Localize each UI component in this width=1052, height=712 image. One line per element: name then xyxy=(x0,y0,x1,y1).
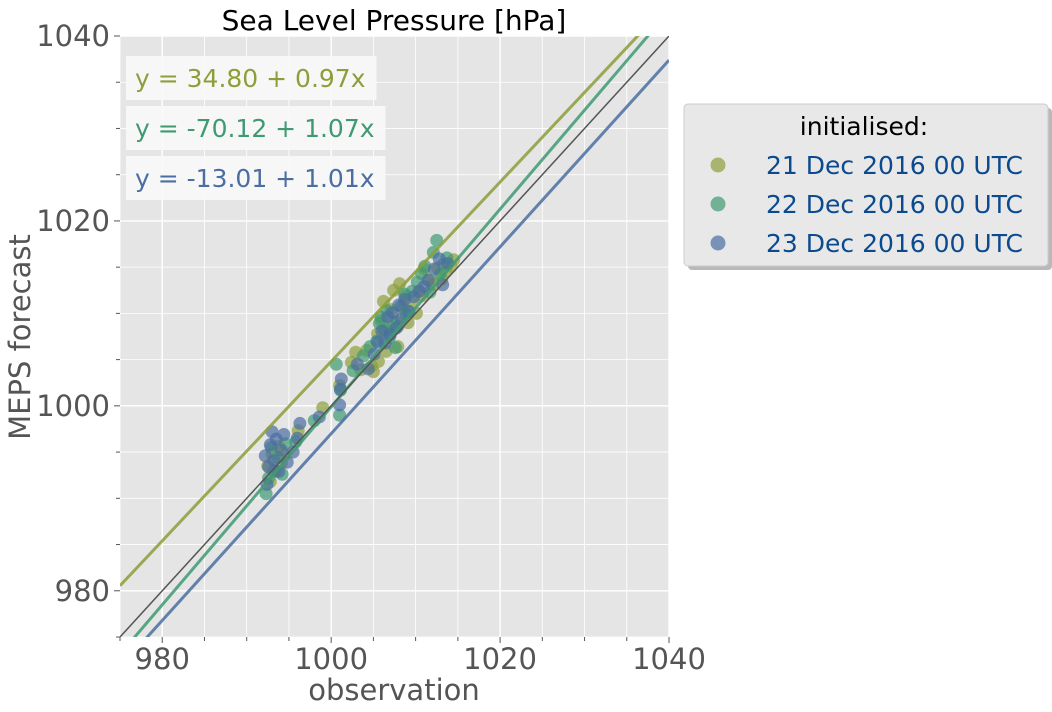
y-tick-label: 1020 xyxy=(36,204,110,238)
chart-title: Sea Level Pressure [hPa] xyxy=(222,4,567,37)
x-tick-label: 1040 xyxy=(632,642,706,676)
legend-item: 23 Dec 2016 00 UTC xyxy=(710,229,1023,258)
regression-line xyxy=(145,59,669,637)
equation-text: y = -70.12 + 1.07x xyxy=(135,114,375,143)
legend-title: initialised: xyxy=(800,112,928,141)
equation-box-background xyxy=(126,156,386,200)
data-point xyxy=(280,455,294,469)
equation-box: y = -70.12 + 1.07x xyxy=(126,106,386,150)
legend-items: 21 Dec 2016 00 UTC 22 Dec 2016 00 UTC 23 D… xyxy=(710,151,1023,258)
legend-marker xyxy=(710,196,726,212)
regression-line xyxy=(132,36,650,637)
y-axis-label: MEPS forecast xyxy=(3,234,37,440)
equation-text: y = -13.01 + 1.01x xyxy=(135,164,375,193)
equation-box: y = 34.80 + 0.97x xyxy=(126,56,377,100)
y-tick-label: 1000 xyxy=(36,389,110,423)
regression-line xyxy=(120,36,640,587)
legend-box xyxy=(683,103,1049,267)
data-point xyxy=(293,416,307,430)
equation-box-background xyxy=(126,56,377,100)
minor-ticks xyxy=(114,35,670,643)
equation-text: y = 34.80 + 0.97x xyxy=(135,64,366,93)
data-point xyxy=(274,443,288,457)
y-tick-label: 1040 xyxy=(36,19,110,53)
data-point xyxy=(334,372,348,386)
legend-marker xyxy=(710,235,726,251)
data-point xyxy=(350,357,364,371)
x-tick-label: 1000 xyxy=(294,642,368,676)
regression-equations: y = 34.80 + 0.97x y = -70.12 + 1.07x y = -… xyxy=(126,56,386,200)
x-tick-label: 1020 xyxy=(463,642,537,676)
legend-item: 22 Dec 2016 00 UTC xyxy=(710,190,1023,219)
data-point xyxy=(388,341,402,355)
legend-label: 21 Dec 2016 00 UTC xyxy=(766,151,1023,180)
equation-box: y = -13.01 + 1.01x xyxy=(126,156,386,200)
x-axis-ticks: 980 1000 1020 1040 xyxy=(135,642,706,676)
regression-lines xyxy=(120,36,669,637)
legend: initialised: 21 Dec 2016 00 UTC 22 Dec 20… xyxy=(683,103,1052,270)
data-point xyxy=(312,410,326,424)
y-axis-ticks: 980 1000 1020 1040 xyxy=(36,19,110,608)
equation-box-background xyxy=(126,106,386,150)
data-point xyxy=(430,233,444,247)
legend-label: 23 Dec 2016 00 UTC xyxy=(766,229,1023,258)
legend-item: 21 Dec 2016 00 UTC xyxy=(710,151,1023,180)
x-axis-label: observation xyxy=(308,673,480,707)
data-point xyxy=(272,464,286,478)
legend-label: 22 Dec 2016 00 UTC xyxy=(766,190,1023,219)
legend-marker xyxy=(710,157,726,173)
data-point xyxy=(421,273,435,287)
data-point xyxy=(333,408,347,422)
data-point xyxy=(427,262,441,276)
y-tick-label: 980 xyxy=(55,574,110,608)
data-point xyxy=(277,428,291,442)
data-point xyxy=(402,305,416,319)
data-point xyxy=(267,453,281,467)
x-tick-label: 980 xyxy=(135,642,190,676)
identity-line xyxy=(120,36,669,637)
